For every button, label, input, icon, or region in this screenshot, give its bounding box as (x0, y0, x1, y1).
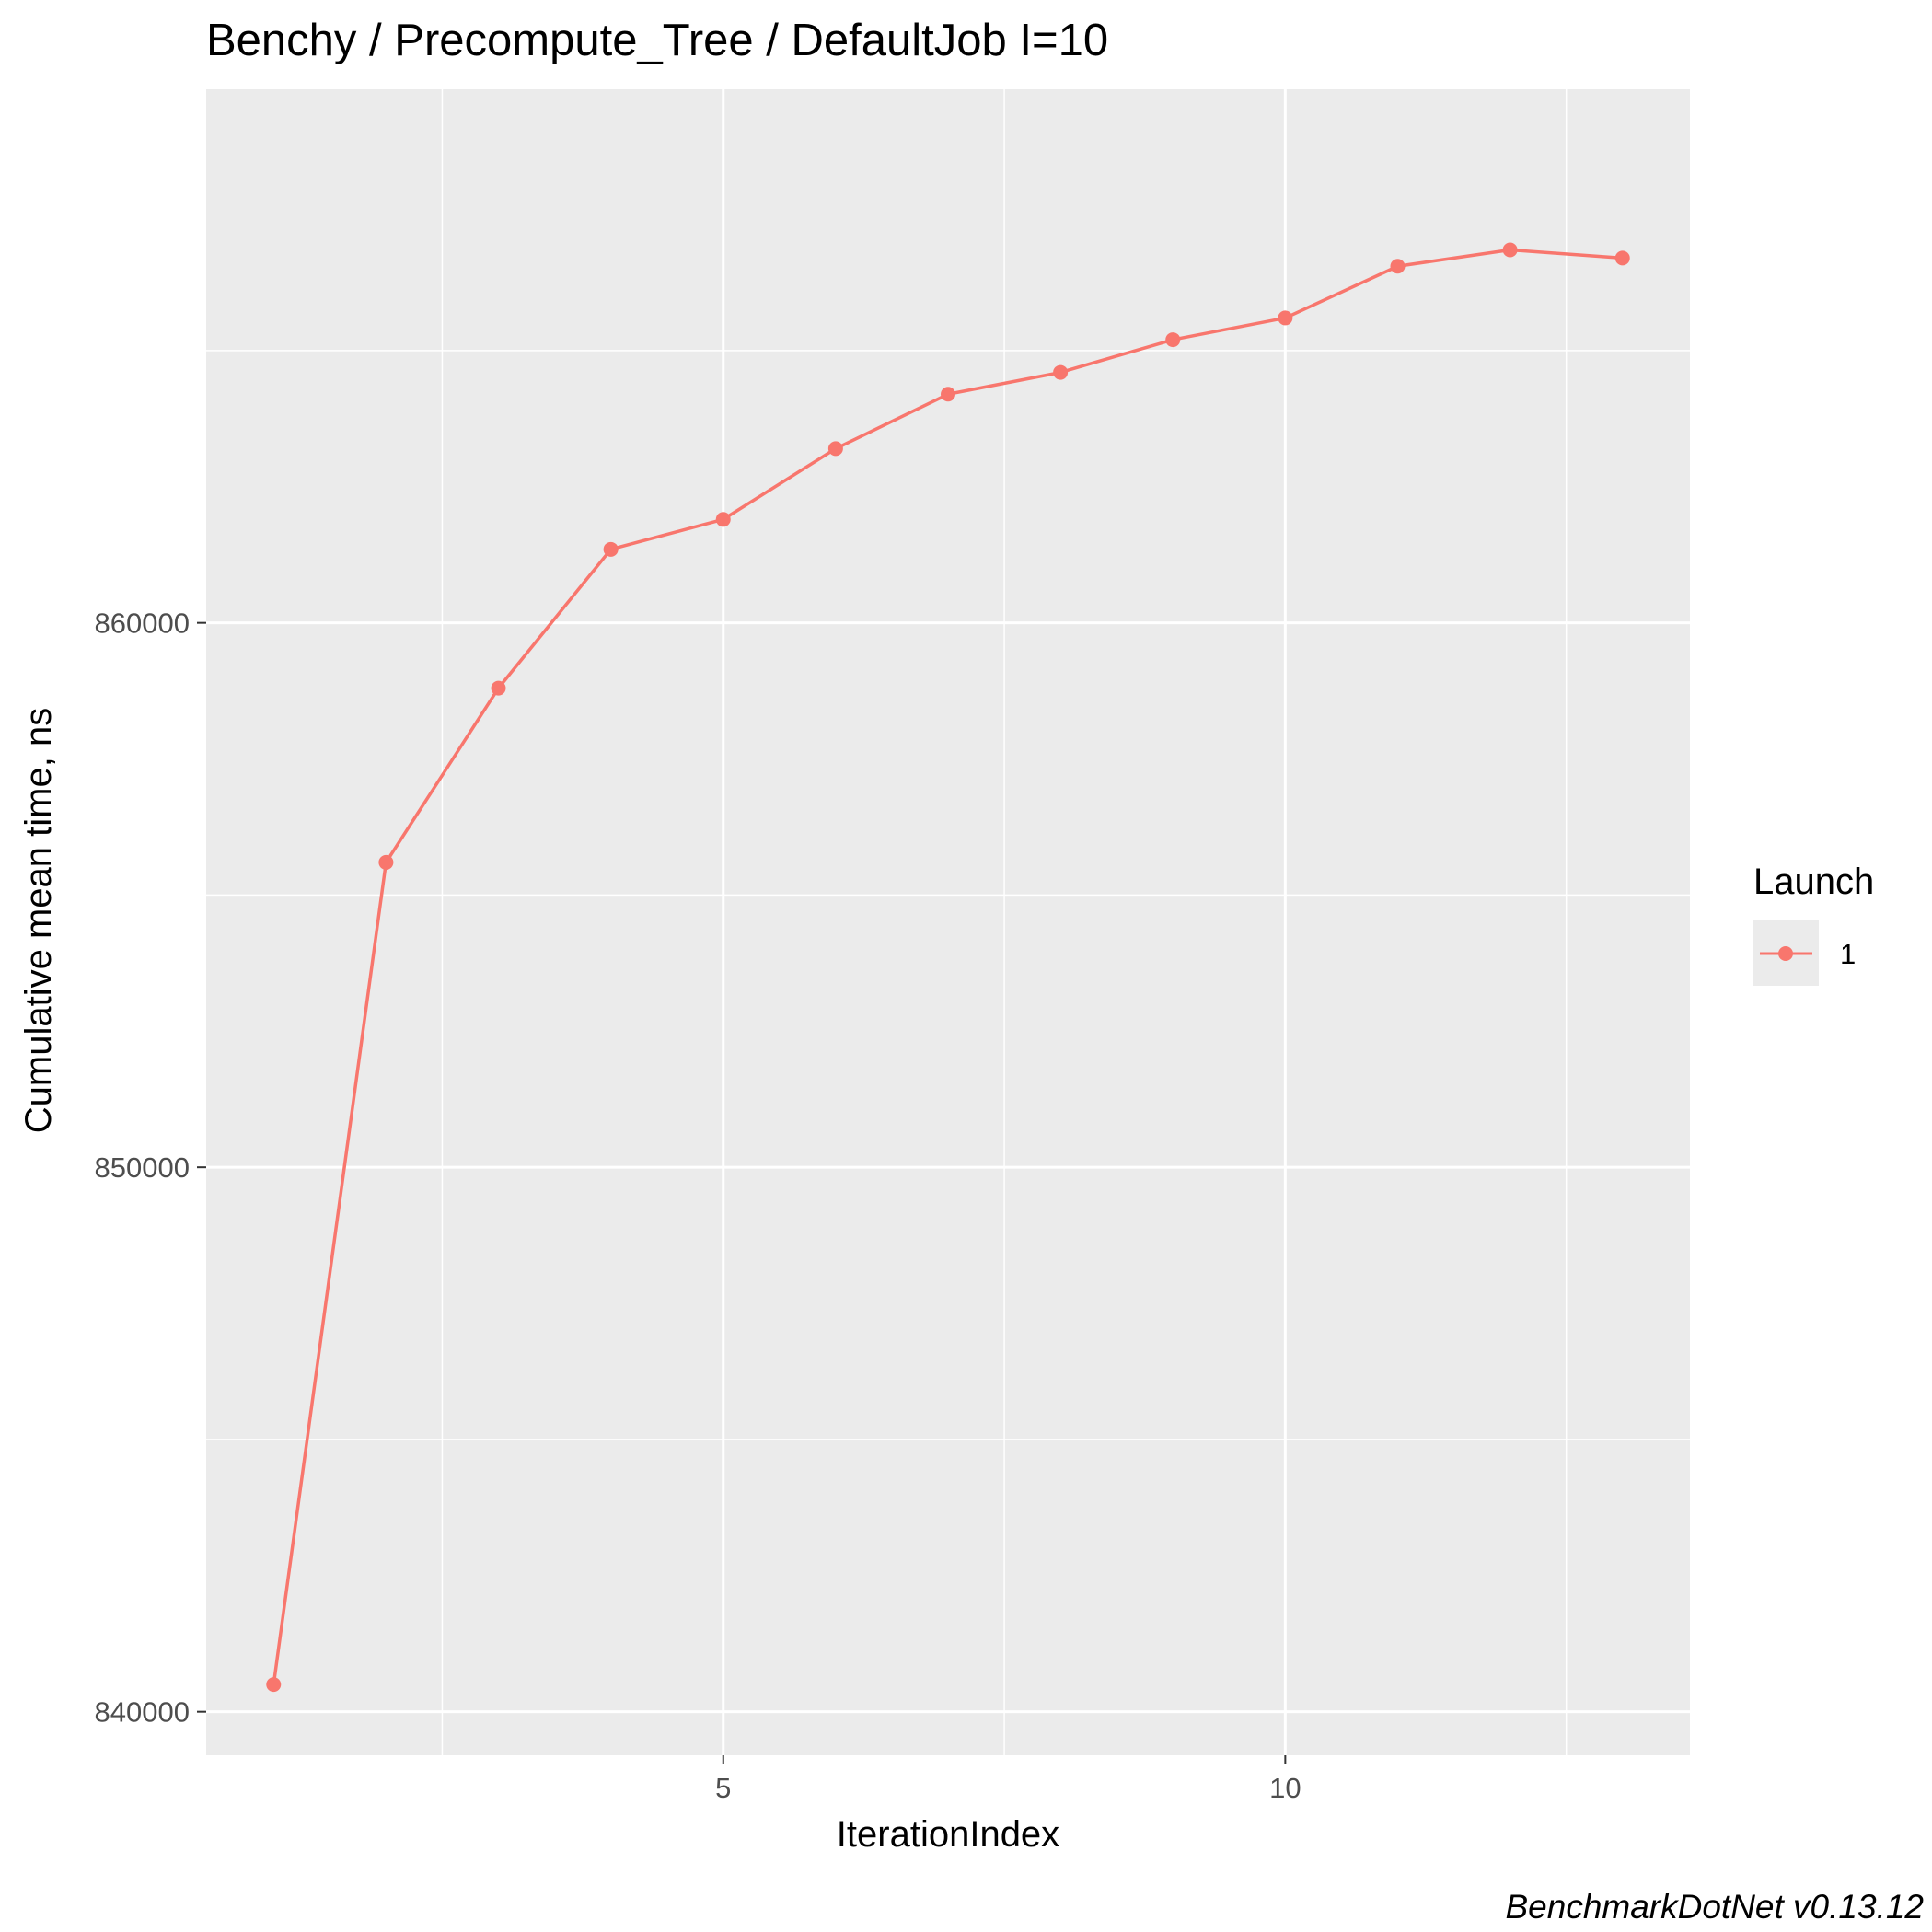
y-tick-label: 840000 (95, 1696, 190, 1729)
data-point (603, 541, 619, 557)
x-tick-label: 10 (1269, 1772, 1301, 1804)
legend-entry-label: 1 (1840, 938, 1856, 970)
caption: BenchmarkDotNet v0.13.12 (1505, 1888, 1924, 1926)
y-tick-label: 860000 (95, 607, 190, 640)
axis-ticks (197, 621, 1287, 1764)
data-point (1165, 332, 1181, 348)
x-axis-title: IterationIndex (837, 1814, 1059, 1855)
x-tick-labels: 5 10 (715, 1772, 1301, 1804)
data-point (1390, 259, 1406, 274)
legend: Launch 1 (1753, 862, 1874, 986)
y-tick-labels: 840000 850000 860000 (95, 607, 190, 1729)
y-axis-title: Cumulative mean time, ns (18, 708, 59, 1133)
data-point (715, 512, 731, 527)
data-point (1053, 364, 1069, 380)
data-point (1278, 310, 1293, 326)
major-grid (206, 89, 1690, 1755)
data-point (1614, 250, 1630, 266)
x-tick-label: 5 (715, 1772, 731, 1804)
legend-key-point (1778, 946, 1793, 961)
series-points (266, 242, 1630, 1693)
legend-title: Launch (1753, 862, 1874, 902)
data-point (941, 387, 955, 402)
minor-grid (206, 89, 1690, 1755)
y-tick-label: 850000 (95, 1151, 190, 1184)
chart-title: Benchy / Precompute_Tree / DefaultJob I=… (206, 16, 1108, 65)
data-point (827, 441, 843, 457)
data-point (491, 680, 506, 696)
data-point (378, 854, 394, 870)
data-point (1502, 242, 1518, 258)
plot-panel (206, 89, 1690, 1755)
data-point (266, 1677, 282, 1693)
